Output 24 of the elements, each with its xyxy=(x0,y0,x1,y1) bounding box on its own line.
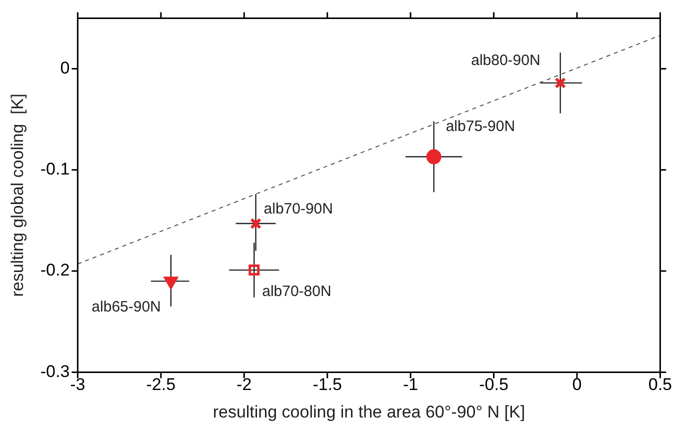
series-label: alb70-90N xyxy=(264,200,333,218)
y-tick-label: -0.3 xyxy=(40,362,70,381)
series-label: alb75-90N xyxy=(446,118,516,135)
point xyxy=(426,149,442,164)
y-tick-label: 0 xyxy=(60,58,70,78)
y-axis-title: resulting global cooling [K] xyxy=(8,94,27,297)
series-label: alb65-90N xyxy=(92,298,161,316)
y-tick-label: -0.2 xyxy=(40,260,70,280)
x-tick-label: 0 xyxy=(572,375,582,394)
y-tick-label: -0.1 xyxy=(40,160,70,179)
x-tick-label: -1.5 xyxy=(312,375,342,394)
x-tick-label: -2.5 xyxy=(146,375,176,394)
point xyxy=(164,276,178,289)
x-tick-label: -3 xyxy=(70,375,86,394)
point xyxy=(554,77,566,89)
x-tick-label: -1 xyxy=(402,375,418,394)
x-axis-title: resulting cooling in the area 60°-90° N [K] xyxy=(212,402,526,422)
x-tick-label: -2 xyxy=(236,375,252,394)
x-tick-label: -0.5 xyxy=(479,375,508,394)
point xyxy=(250,218,262,230)
x-tick-label: 0.5 xyxy=(648,375,672,394)
series-label: alb80-90N xyxy=(471,52,540,70)
point xyxy=(248,264,260,276)
series-label: alb70-80N xyxy=(262,283,332,300)
